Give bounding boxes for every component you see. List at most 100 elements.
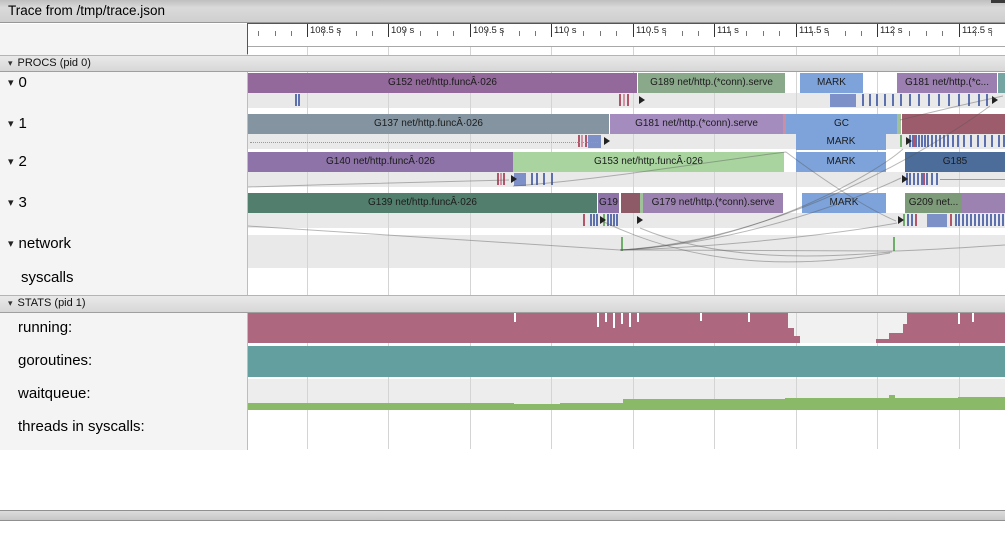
trace-span[interactable]: MARK xyxy=(796,152,886,172)
sidebar-item-proc-0[interactable]: ▾ 0 xyxy=(8,73,27,93)
flow-arrowhead-icon xyxy=(511,175,517,183)
instant-event-tick xyxy=(914,135,916,147)
instant-event-tick xyxy=(915,214,917,226)
trace-span[interactable] xyxy=(962,193,1005,213)
trace-span[interactable]: G179 net/http.(*conn).serve xyxy=(643,193,783,213)
instant-event-tick xyxy=(970,214,972,226)
horizontal-splitter[interactable] xyxy=(0,510,1005,521)
instant-event-tick xyxy=(590,214,592,226)
instant-event-tick xyxy=(970,135,972,147)
instant-event-tick xyxy=(1002,214,1004,226)
sidebar-item-proc-3[interactable]: ▾ 3 xyxy=(8,193,27,213)
section-header-stats[interactable]: ▾ STATS (pid 1) xyxy=(0,295,1005,313)
running-area-segment xyxy=(876,338,889,343)
instant-event-tick xyxy=(497,173,499,185)
sidebar-item-network[interactable]: ▾ network xyxy=(8,234,71,254)
trace-span[interactable] xyxy=(897,114,901,134)
trace-span[interactable] xyxy=(783,114,786,134)
event-strip-band xyxy=(248,93,1005,108)
trace-span[interactable]: G137 net/http.funcÂ·026 xyxy=(248,114,609,134)
instant-event-tick xyxy=(924,135,926,147)
collapse-triangle-icon[interactable]: ▾ xyxy=(8,197,14,209)
trace-span[interactable]: G209 net... xyxy=(905,193,962,213)
instant-event-tick xyxy=(921,135,923,147)
collapse-triangle-icon[interactable]: ▾ xyxy=(8,156,14,168)
running-gap-notch xyxy=(972,313,974,322)
event-strip-band xyxy=(248,172,1005,187)
ruler-minor-tick xyxy=(975,31,977,36)
instant-event-tick xyxy=(939,135,941,147)
trace-span[interactable]: G19 xyxy=(598,193,619,213)
trace-span[interactable]: G189 net/http.(*conn).serve xyxy=(638,73,785,93)
trace-span[interactable]: G181 net/http.(*c... xyxy=(897,73,997,93)
ruler-tick-label: 109.5 s xyxy=(473,25,505,36)
trace-span[interactable]: G152 net/http.funcÂ·026 xyxy=(248,73,637,93)
ruler-major-tick xyxy=(714,24,715,37)
trace-span[interactable]: MARK xyxy=(800,73,863,93)
section-header-procs[interactable]: ▾ PROCS (pid 0) xyxy=(0,55,1005,72)
dense-event-block xyxy=(588,135,601,148)
trace-span[interactable]: G139 net/http.funcÂ·026 xyxy=(248,193,597,213)
goroutines-area-segment xyxy=(248,346,1005,377)
sidebar-item-threads-in-syscalls[interactable]: threads in syscalls: xyxy=(18,417,145,437)
trace-span[interactable] xyxy=(998,73,1005,93)
sidebar-item-syscalls[interactable]: syscalls xyxy=(21,268,74,288)
trace-span[interactable]: MARK xyxy=(802,193,886,213)
ruler-minor-tick xyxy=(436,31,438,36)
sidebar-item-running[interactable]: running: xyxy=(18,318,72,338)
trace-span[interactable] xyxy=(621,193,640,213)
collapse-triangle-icon[interactable]: ▾ xyxy=(8,118,14,130)
waitqueue-area-segment xyxy=(958,397,1005,410)
ruler-minor-tick xyxy=(844,31,846,36)
sidebar-item-proc-2[interactable]: ▾ 2 xyxy=(8,152,27,172)
network-band xyxy=(248,235,1005,268)
instant-event-tick xyxy=(958,214,960,226)
instant-event-tick xyxy=(583,214,585,226)
ruler-major-tick xyxy=(877,24,878,37)
trace-span[interactable]: G140 net/http.funcÂ·026 xyxy=(248,152,513,172)
trace-span[interactable]: MARK xyxy=(796,134,886,150)
instant-event-tick xyxy=(593,214,595,226)
instant-event-tick xyxy=(610,214,612,226)
flow-arrowhead-icon xyxy=(637,216,643,224)
running-area-segment xyxy=(248,313,788,343)
instant-event-tick xyxy=(984,135,986,147)
gridline xyxy=(388,47,389,449)
trace-span[interactable]: G181 net/http.(*conn).serve xyxy=(610,114,783,134)
instant-event-tick xyxy=(998,214,1000,226)
trace-span[interactable]: GC xyxy=(786,114,897,134)
instant-event-tick xyxy=(982,214,984,226)
network-event-tick xyxy=(621,237,623,251)
ruler-minor-tick xyxy=(486,31,488,36)
collapse-triangle-icon[interactable]: ▾ xyxy=(8,238,14,250)
sidebar-item-proc-1[interactable]: ▾ 1 xyxy=(8,114,27,134)
waitqueue-area-segment xyxy=(514,404,560,410)
gridline xyxy=(307,47,308,449)
proc-row-label: 2 xyxy=(18,153,27,170)
ruler-minor-tick xyxy=(404,31,406,36)
ruler-minor-tick xyxy=(860,31,862,36)
collapse-triangle-icon[interactable]: ▾ xyxy=(8,77,14,89)
trace-span[interactable] xyxy=(640,193,643,213)
instant-event-tick xyxy=(921,173,923,185)
instant-event-tick xyxy=(543,173,545,185)
sidebar-item-goroutines[interactable]: goroutines: xyxy=(18,351,92,371)
ruler-minor-tick xyxy=(534,31,536,36)
trace-span[interactable] xyxy=(902,114,1005,134)
instant-event-tick xyxy=(977,135,979,147)
ruler-minor-tick xyxy=(730,31,732,36)
instant-event-tick xyxy=(968,94,970,106)
collapse-triangle-icon[interactable]: ▾ xyxy=(8,58,13,68)
instant-event-tick xyxy=(536,173,538,185)
sidebar-item-waitqueue[interactable]: waitqueue: xyxy=(18,384,91,404)
collapse-triangle-icon[interactable]: ▾ xyxy=(8,298,13,308)
ruler-top-line xyxy=(247,23,1005,24)
network-row-label: network xyxy=(18,235,72,252)
running-gap-notch xyxy=(613,313,615,328)
ruler-minor-tick xyxy=(420,31,422,36)
instant-event-tick xyxy=(900,94,902,106)
instant-event-tick xyxy=(931,135,933,147)
window-corner-decoration xyxy=(991,0,1005,3)
trace-span[interactable]: G185 xyxy=(905,152,1005,172)
trace-span[interactable]: G153 net/http.funcÂ·026 xyxy=(513,152,784,172)
